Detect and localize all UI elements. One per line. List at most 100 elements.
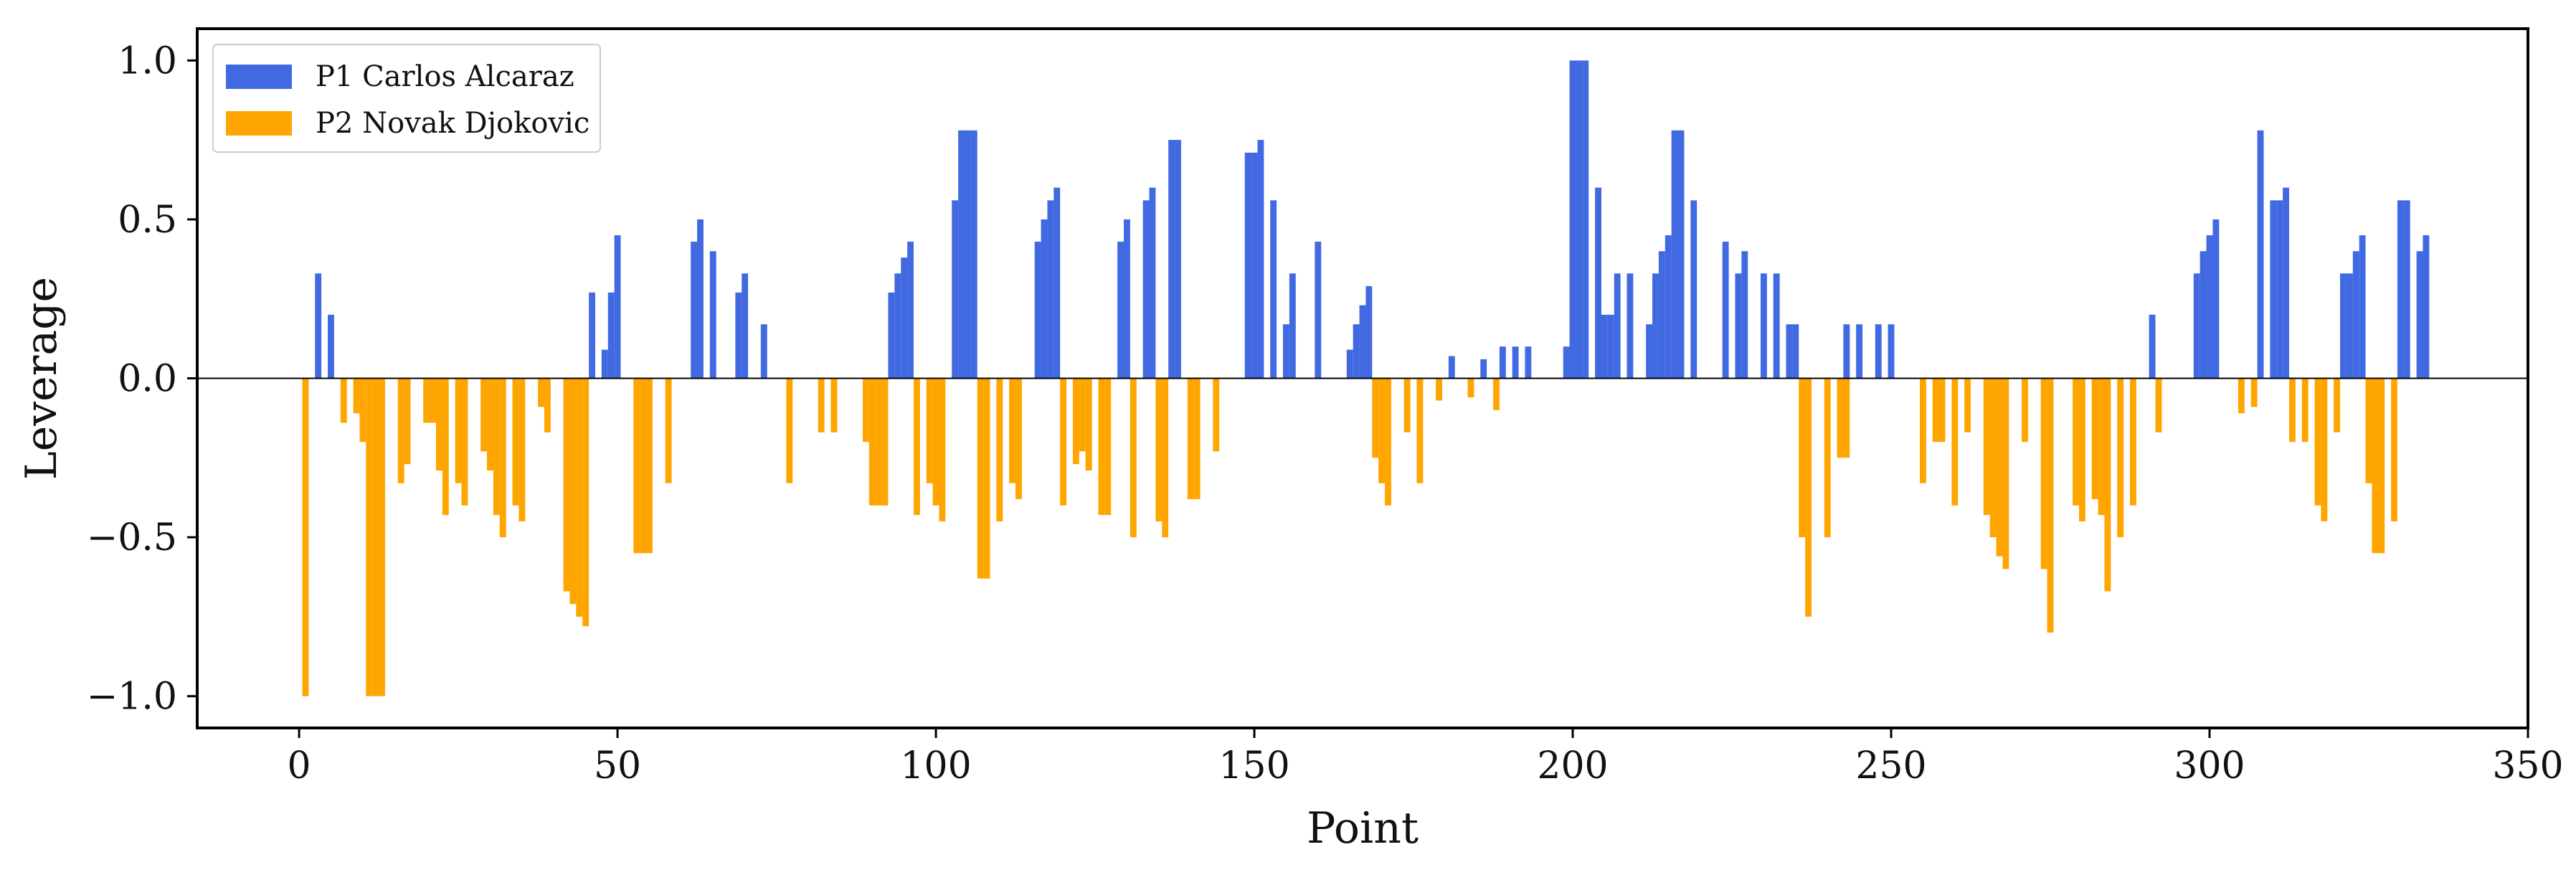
p2-bar-point-325	[2365, 378, 2372, 483]
p2-bar-point-286	[2117, 378, 2124, 538]
p2-bar-point-282	[2091, 378, 2098, 499]
x-tick-label: 350	[2492, 744, 2563, 787]
p2-bar-point-45	[582, 378, 589, 627]
p1-bar-point-65	[709, 251, 716, 379]
p2-bar-point-77	[786, 378, 793, 483]
x-tick-label: 100	[900, 744, 971, 787]
p1-bar-point-166	[1353, 324, 1360, 379]
x-tick-label: 0	[288, 744, 311, 787]
p2-bar-point-169	[1372, 378, 1379, 458]
p1-bar-point-212	[1646, 324, 1653, 379]
y-tick-label: 1.0	[118, 39, 177, 82]
p1-bar-point-311	[2276, 200, 2283, 379]
p1-bar-point-214	[1658, 251, 1665, 379]
p2-bar-point-280	[2078, 378, 2085, 521]
p1-bar-point-321	[2340, 273, 2347, 379]
p2-bar-point-101	[939, 378, 946, 521]
p2-bar-point-99	[926, 378, 933, 483]
p2-bar-point-236	[1799, 378, 1806, 538]
p2-bar-point-29	[480, 378, 488, 452]
p1-bar-point-322	[2346, 273, 2353, 379]
p1-bar-point-232	[1773, 273, 1780, 379]
p1-bar-point-50	[614, 235, 621, 379]
p2-bar-point-92	[881, 378, 889, 506]
p2-bar-point-90	[868, 378, 876, 506]
p1-bar-point-106	[970, 130, 977, 379]
p1-bar-point-149	[1244, 152, 1251, 379]
p2-bar-point-108	[983, 378, 990, 579]
p1-bar-point-333	[2416, 251, 2423, 379]
p2-bar-point-1	[302, 378, 309, 696]
x-tick-label: 300	[2174, 744, 2245, 787]
x-tick-label: 150	[1218, 744, 1289, 787]
p1-bar-point-209	[1626, 273, 1634, 379]
p2-bar-point-237	[1805, 378, 1812, 617]
p2-bar-point-17	[404, 378, 411, 465]
p2-bar-point-31	[493, 378, 500, 516]
y-axis-ticks: 1.0 0.5 0.0 −0.5 −1.0	[87, 39, 197, 719]
p1-bar-point-129	[1117, 241, 1124, 379]
p2-bar-point-20	[423, 378, 430, 423]
p1-bar-point-181	[1448, 356, 1455, 379]
p2-bar-point-22	[435, 378, 442, 471]
x-axis-label: Point	[1307, 803, 1419, 853]
p1-bar-point-49	[607, 292, 615, 379]
p2-bar-point-120	[1060, 378, 1067, 506]
p2-bar-point-124	[1085, 378, 1092, 471]
p1-bar-point-5	[328, 314, 334, 379]
p1-bar-point-119	[1053, 187, 1061, 379]
p1-bar-point-130	[1124, 219, 1130, 379]
p2-bar-point-89	[862, 378, 869, 443]
p2-bar-point-307	[2250, 378, 2258, 407]
p2-bar-point-113	[1015, 378, 1022, 499]
p1-bar-point-62	[691, 241, 698, 379]
p1-bar-point-96	[907, 241, 914, 379]
p1-bar-point-117	[1041, 219, 1048, 379]
p1-bar-point-308	[2257, 130, 2264, 379]
p2-bar-point-267	[1996, 378, 2003, 557]
p1-bar-point-226	[1735, 273, 1742, 379]
x-tick-label: 200	[1537, 744, 1608, 787]
p1-bar-point-245	[1856, 324, 1863, 379]
p1-bar-point-137	[1168, 140, 1175, 379]
p1-bar-point-206	[1607, 314, 1614, 379]
p1-bar-point-334	[2423, 235, 2430, 379]
p2-bar-point-266	[1989, 378, 1997, 538]
x-tick-label: 50	[594, 744, 641, 787]
p2-bar-point-43	[569, 378, 577, 605]
p2-bar-point-136	[1162, 378, 1169, 538]
p1-bar-point-230	[1760, 273, 1767, 379]
p1-bar-point-330	[2397, 200, 2404, 379]
p1-bar-point-250	[1888, 324, 1895, 379]
p2-bar-point-58	[665, 378, 672, 483]
p2-bar-point-84	[830, 378, 838, 432]
p1-bar-point-324	[2359, 235, 2366, 379]
p1-bar-point-199	[1563, 346, 1570, 379]
p1-bar-point-156	[1289, 273, 1296, 379]
p1-bar-point-213	[1652, 273, 1659, 379]
p2-bar-point-315	[2301, 378, 2309, 443]
p1-bar-point-200	[1569, 60, 1576, 379]
p2-bar-point-255	[1919, 378, 1926, 483]
p1-bar-point-248	[1875, 324, 1882, 379]
p1-bar-point-46	[589, 292, 595, 379]
p1-bar-point-215	[1665, 235, 1672, 379]
p1-bar-point-189	[1499, 346, 1506, 379]
p2-bar-point-13	[379, 378, 385, 696]
p1-bar-point-186	[1480, 359, 1487, 379]
p1-bar-point-234	[1786, 324, 1793, 379]
p2-bar-point-171	[1385, 378, 1391, 506]
p2-bar-point-91	[875, 378, 882, 506]
p1-bar-point-298	[2193, 273, 2200, 379]
p2-bar-point-30	[487, 378, 493, 471]
p2-bar-point-274	[2040, 378, 2047, 569]
p2-bar-point-100	[932, 378, 939, 506]
p1-bar-point-104	[958, 130, 965, 379]
p1-bar-point-118	[1047, 200, 1054, 379]
p2-bar-point-275	[2047, 378, 2054, 633]
p2-bar-point-107	[977, 378, 984, 579]
p2-bar-point-329	[2391, 378, 2397, 521]
p1-bar-point-103	[952, 200, 959, 379]
legend-label-p2: P2 Novak Djokovic	[316, 107, 589, 140]
